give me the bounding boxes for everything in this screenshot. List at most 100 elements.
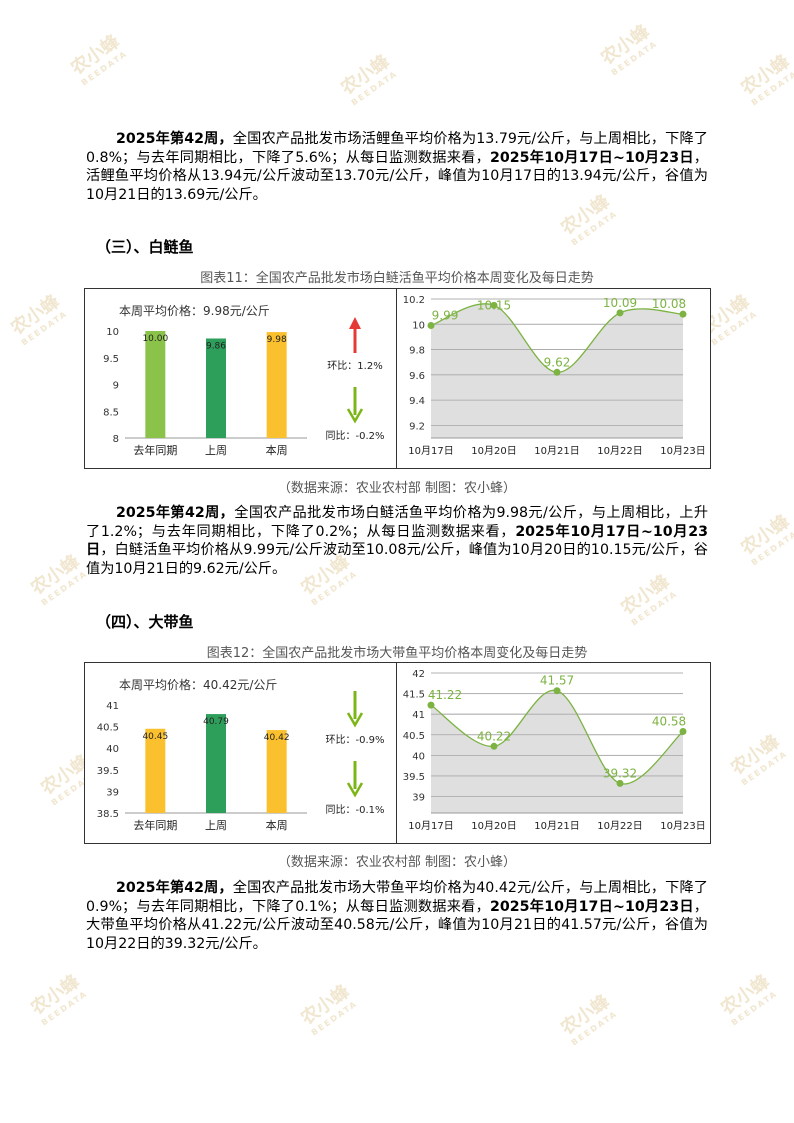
y-tick-label: 41.5 bbox=[403, 690, 425, 701]
x-tick-label: 10月20日 bbox=[471, 445, 516, 457]
y-tick-label: 42 bbox=[412, 669, 425, 680]
para-date-range: 2025年10月17日~10月23日 bbox=[490, 149, 694, 166]
x-tick-label: 10月21日 bbox=[534, 445, 579, 457]
paragraph-hairtail: 2025年第42周，全国农产品批发市场大带鱼平均价格为40.42元/公斤，与上周… bbox=[86, 879, 708, 953]
x-tick-label: 上周 bbox=[205, 819, 227, 832]
bar-chart: 本周平均价格：9.98元/公斤 8 8.5 9 9.5 10 10.00 去年同期 9.86 上周… bbox=[103, 303, 384, 457]
arrow-down-icon bbox=[346, 408, 364, 424]
bar-value-label: 9.98 bbox=[267, 335, 287, 345]
para-lead: 2025年第42周， bbox=[116, 880, 233, 896]
data-label: 41.57 bbox=[540, 674, 574, 688]
data-point bbox=[679, 310, 687, 318]
para-text: 全国农产品批发市场白鲢活鱼平均价格为9.98元/公斤，与上周相比，上升了1.2%… bbox=[86, 505, 709, 540]
bar-value-label: 40.79 bbox=[203, 717, 229, 727]
x-tick-label: 本周 bbox=[266, 443, 288, 457]
y-tick-label: 40.5 bbox=[97, 723, 119, 734]
para-text: ，大带鱼平均价格从41.22元/公斤波动至40.58元/公斤，峰值为10月21日… bbox=[86, 898, 708, 952]
x-tick-label: 10月23日 bbox=[660, 445, 705, 457]
y-tick-label: 10 bbox=[412, 320, 425, 331]
line-chart: 9.2 9.4 9.6 9.8 10 10.2 9.99 10月17日 10.15 10月20日 9… bbox=[403, 295, 706, 457]
bar bbox=[145, 331, 166, 438]
y-tick-label: 39 bbox=[106, 787, 119, 798]
arrow-down-icon bbox=[346, 712, 364, 728]
y-tick-label: 40 bbox=[106, 744, 119, 755]
bar-value-label: 40.42 bbox=[264, 733, 290, 743]
bar bbox=[145, 728, 166, 813]
figure-caption: 图表11：全国农产品批发市场白鲢活鱼平均价格本周变化及每日走势 bbox=[200, 271, 594, 286]
y-tick-label: 41 bbox=[412, 710, 425, 721]
area-fill bbox=[431, 690, 683, 813]
y-tick-label: 9.8 bbox=[409, 346, 425, 357]
data-point bbox=[616, 779, 624, 787]
bar-chart-panel: 本周平均价格：40.42元/公斤 38.5 39 39.5 40 40.5 41 40.45 去… bbox=[84, 662, 398, 844]
para-text: 全国农产品批发市场活鲤鱼平均价格为13.79元/公斤，与上周相比，下降了0.8%… bbox=[86, 131, 708, 166]
data-point bbox=[553, 368, 561, 376]
y-tick-label: 10 bbox=[106, 327, 119, 338]
y-tick-label: 9.2 bbox=[409, 421, 425, 432]
bar-chart: 本周平均价格：40.42元/公斤 38.5 39 39.5 40 40.5 41 40.45 去… bbox=[97, 677, 385, 832]
change-indicator-label: 同比：-0.1% bbox=[325, 804, 384, 816]
y-tick-label: 41 bbox=[106, 701, 119, 712]
change-indicator-label: 环比：-0.9% bbox=[325, 734, 384, 746]
bar-value-label: 10.00 bbox=[142, 334, 168, 344]
figure-caption: 图表12：全国农产品批发市场大带鱼平均价格本周变化及每日走势 bbox=[206, 646, 588, 661]
para-lead: 2025年第42周， bbox=[116, 505, 235, 521]
x-tick-label: 10月17日 bbox=[408, 820, 453, 832]
bar-value-label: 9.86 bbox=[206, 341, 226, 351]
data-point bbox=[679, 727, 687, 735]
y-tick-label: 39 bbox=[412, 793, 425, 804]
y-tick-label: 40.5 bbox=[403, 731, 425, 742]
data-label: 9.99 bbox=[432, 309, 459, 323]
data-label: 10.08 bbox=[652, 297, 686, 311]
data-label: 40.58 bbox=[652, 714, 686, 728]
area-fill bbox=[431, 303, 683, 438]
section-heading: （四）、大带鱼 bbox=[96, 613, 194, 631]
para-date-range: 2025年10月17日~10月23日 bbox=[490, 898, 694, 915]
y-tick-label: 8 bbox=[113, 434, 119, 445]
x-tick-label: 10月17日 bbox=[408, 445, 453, 457]
data-source: （数据来源：农业农村部 制图：农小蜂） bbox=[277, 855, 517, 870]
bar-chart-panel: 本周平均价格：9.98元/公斤 8 8.5 9 9.5 10 10.00 去年同期 9.86 上周… bbox=[84, 288, 398, 469]
para-date-range: 2025年10月17日~10月23日 bbox=[86, 523, 708, 559]
x-tick-label: 10月22日 bbox=[597, 820, 642, 832]
chart-title: 本周平均价格：9.98元/公斤 bbox=[119, 303, 270, 318]
data-label: 10.09 bbox=[603, 296, 637, 310]
data-label: 10.15 bbox=[477, 298, 511, 312]
y-tick-label: 10.2 bbox=[403, 295, 425, 306]
data-source: （数据来源：农业农村部 制图：农小蜂） bbox=[277, 481, 517, 496]
x-tick-label: 10月20日 bbox=[471, 820, 516, 832]
x-tick-label: 本周 bbox=[266, 818, 288, 832]
data-label: 40.22 bbox=[477, 729, 511, 743]
x-tick-label: 10月21日 bbox=[534, 820, 579, 832]
x-tick-label: 去年同期 bbox=[133, 443, 177, 457]
line-chart-panel: 39 39.5 40 40.5 41 41.5 42 41.22 10月17日 40.22 10月2… bbox=[396, 662, 711, 844]
data-point bbox=[427, 701, 435, 709]
para-text: 全国农产品批发市场大带鱼平均价格为40.42元/公斤，与上周相比，下降了0.9%… bbox=[86, 880, 708, 915]
data-label: 39.32 bbox=[603, 766, 637, 780]
y-tick-label: 38.5 bbox=[97, 809, 119, 820]
paragraph-carp: 2025年第42周，全国农产品批发市场活鲤鱼平均价格为13.79元/公斤，与上周… bbox=[86, 130, 708, 204]
y-tick-label: 9.4 bbox=[409, 396, 425, 407]
x-tick-label: 10月22日 bbox=[597, 445, 642, 457]
arrow-up-icon bbox=[349, 317, 361, 329]
change-indicator-label: 同比：-0.2% bbox=[325, 430, 384, 442]
bar bbox=[206, 714, 226, 813]
data-label: 9.62 bbox=[544, 355, 571, 369]
y-tick-label: 9 bbox=[113, 381, 119, 392]
data-point bbox=[553, 687, 561, 695]
bar-value-label: 40.45 bbox=[142, 732, 168, 742]
paragraph-silver-carp: 2025年第42周，全国农产品批发市场白鲢活鱼平均价格为9.98元/公斤，与上周… bbox=[86, 504, 708, 578]
x-tick-label: 去年同期 bbox=[133, 818, 177, 832]
bar bbox=[266, 332, 287, 438]
line-chart-panel: 9.2 9.4 9.6 9.8 10 10.2 9.99 10月17日 10.15 10月20日 9… bbox=[396, 288, 711, 469]
